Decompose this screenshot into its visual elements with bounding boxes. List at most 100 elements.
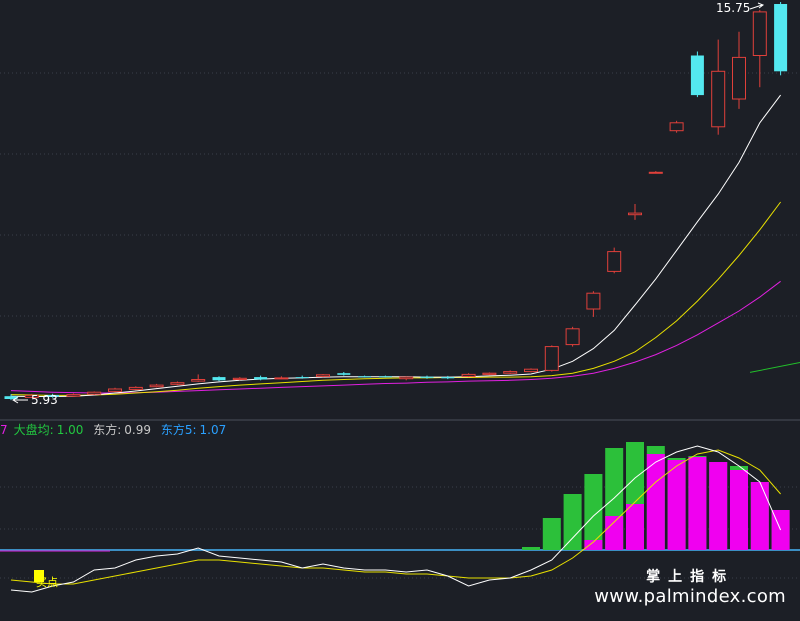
- histogram-bar-green: [563, 494, 582, 550]
- candle-body-up: [170, 382, 185, 385]
- legend-dongfang5-value: 1.07: [199, 423, 227, 437]
- candle-body-up: [544, 346, 559, 371]
- candle: [461, 373, 476, 378]
- candle-body-up: [711, 70, 726, 128]
- ma-white-line: [10, 94, 781, 397]
- candle-body-up: [316, 374, 330, 377]
- buy-marker: [34, 570, 44, 582]
- candle: [607, 247, 622, 274]
- candle-body-up: [482, 372, 497, 375]
- candle-body-up: [24, 394, 39, 398]
- candle: [732, 31, 746, 109]
- indicator-legend: 7 大盘均: 1.00 东方: 0.99 东方5: 1.07: [0, 421, 232, 439]
- candle: [628, 204, 642, 220]
- candle-body-down: [337, 373, 351, 375]
- candle: [170, 381, 185, 386]
- watermark: 掌上指标 www.palmindex.com: [594, 566, 786, 607]
- candle: [24, 393, 39, 399]
- candle: [212, 376, 226, 382]
- candle: [711, 39, 726, 135]
- candle: [586, 291, 601, 317]
- high-price-label: 15.75: [716, 1, 750, 15]
- candle-body-up: [232, 377, 247, 380]
- candle: [316, 374, 330, 378]
- indicator-yellow-line: [10, 449, 781, 585]
- candle: [46, 393, 60, 398]
- candle: [524, 368, 538, 373]
- candle-body-down: [4, 396, 18, 399]
- watermark-cn: 掌上指标: [646, 569, 735, 585]
- candle-body-down: [358, 376, 372, 378]
- candle: [690, 51, 704, 98]
- candle: [774, 2, 788, 76]
- indicator-white-line: [10, 445, 782, 593]
- candle-body-up: [108, 388, 122, 392]
- legend-prefix: 7: [0, 423, 8, 437]
- candle-body-up: [586, 292, 601, 310]
- histogram-bar-magenta: [730, 470, 748, 550]
- candle-body-up: [648, 171, 663, 174]
- histogram-bar-green: [522, 547, 540, 550]
- watermark-url: www.palmindex.com: [594, 586, 786, 607]
- candle: [274, 376, 289, 380]
- histogram-bar-magenta: [688, 457, 707, 550]
- candle: [399, 376, 414, 381]
- candle: [544, 345, 559, 372]
- grid-lines: [0, 72, 800, 579]
- candle-body-up: [565, 328, 580, 346]
- histogram-bar-magenta: [709, 462, 728, 550]
- candle-body-up: [732, 56, 746, 100]
- candle-body-down: [46, 395, 60, 397]
- histogram-bar-magenta: [750, 482, 769, 550]
- candle: [565, 326, 580, 347]
- candle: [254, 375, 268, 381]
- candle: [420, 375, 434, 379]
- candle-body-up: [274, 377, 289, 380]
- legend-dongfang5-label: 东方5:: [160, 423, 197, 437]
- histogram-bar-green: [542, 518, 561, 550]
- candle-body-down: [212, 377, 226, 381]
- histogram-bar-magenta: [626, 504, 644, 550]
- candle-body-up: [628, 212, 642, 216]
- candle-body-up: [461, 373, 476, 377]
- candle: [648, 171, 663, 174]
- candle-body-up: [128, 386, 143, 390]
- high-arrow: [749, 2, 765, 10]
- candle-body-up: [752, 11, 767, 56]
- histogram-bar-magenta: [667, 460, 686, 550]
- candle: [441, 375, 455, 380]
- candle: [87, 391, 102, 395]
- low-price-label: 5.93: [31, 393, 58, 407]
- candle: [66, 393, 81, 397]
- legend-dapanjun-label: 大盘均:: [13, 423, 54, 437]
- histogram-bar-magenta: [646, 454, 665, 550]
- candle-body-up: [66, 394, 81, 397]
- candle: [128, 386, 143, 391]
- low-arrow: [12, 396, 28, 404]
- candle-body-down: [774, 4, 788, 72]
- candle: [4, 394, 18, 401]
- candle: [358, 375, 372, 378]
- candle-body-up: [399, 376, 414, 380]
- candle: [232, 377, 247, 381]
- histogram-bar-magenta: [605, 516, 624, 550]
- candle-body-down: [441, 377, 455, 379]
- candle-body-up: [503, 371, 518, 374]
- candle-body-up: [669, 122, 684, 132]
- candle: [378, 375, 392, 378]
- price-annotations: 15.75 5.93: [12, 1, 765, 407]
- candle-body-down: [254, 377, 268, 380]
- candle: [503, 370, 518, 374]
- candle: [337, 372, 351, 376]
- candle: [482, 372, 497, 376]
- candle: [108, 387, 122, 393]
- candle: [752, 9, 767, 88]
- candle-body-up: [149, 384, 164, 388]
- candle-body-down: [295, 377, 309, 379]
- moving-average-lines: [10, 94, 800, 397]
- candle-body-up: [607, 251, 622, 272]
- ma-yellow-line: [10, 201, 782, 396]
- legend-dongfang-value: 0.99: [124, 423, 151, 437]
